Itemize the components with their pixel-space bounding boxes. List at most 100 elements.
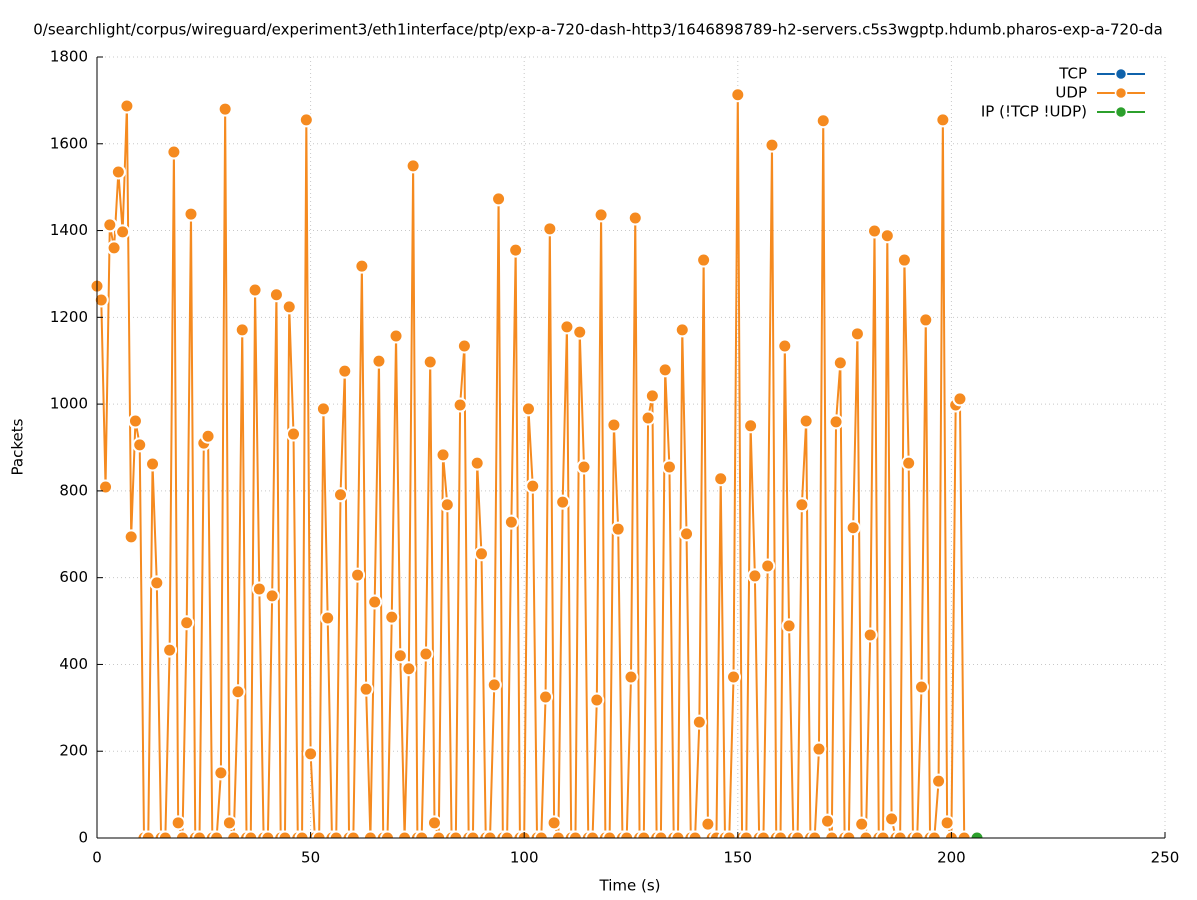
data-point bbox=[217, 101, 233, 117]
legend-label: TCP bbox=[1058, 65, 1087, 83]
data-point bbox=[559, 319, 575, 335]
data-point bbox=[636, 830, 652, 838]
data-point bbox=[773, 830, 789, 838]
data-point bbox=[777, 338, 793, 354]
data-point bbox=[358, 681, 374, 697]
data-point bbox=[858, 830, 874, 838]
data-point bbox=[901, 455, 917, 471]
data-point bbox=[140, 830, 156, 838]
data-point bbox=[414, 830, 430, 838]
y-tick-label: 1800 bbox=[50, 48, 88, 66]
data-point bbox=[234, 322, 250, 338]
data-point bbox=[824, 830, 840, 838]
data-point bbox=[102, 217, 118, 233]
data-point bbox=[486, 677, 502, 693]
x-tick-label: 200 bbox=[937, 849, 966, 867]
data-point bbox=[379, 830, 395, 838]
data-point bbox=[576, 459, 592, 475]
data-point bbox=[721, 830, 737, 838]
data-point bbox=[691, 714, 707, 730]
data-point bbox=[755, 830, 771, 838]
y-tick-label: 1600 bbox=[50, 134, 88, 152]
data-point bbox=[243, 830, 259, 838]
data-point bbox=[333, 487, 349, 503]
y-axis-label: Packets bbox=[9, 418, 27, 475]
data-point bbox=[145, 456, 161, 472]
data-point bbox=[670, 830, 686, 838]
data-point bbox=[315, 401, 331, 417]
data-point bbox=[110, 164, 126, 180]
data-point bbox=[123, 529, 139, 545]
data-point bbox=[828, 414, 844, 430]
data-point bbox=[832, 355, 848, 371]
data-point bbox=[230, 684, 246, 700]
data-point bbox=[192, 830, 208, 838]
data-point bbox=[251, 581, 267, 597]
data-point bbox=[879, 228, 895, 244]
data-point bbox=[542, 221, 558, 237]
data-point bbox=[183, 206, 199, 222]
data-point bbox=[405, 158, 421, 174]
data-point bbox=[875, 830, 891, 838]
data-point bbox=[311, 830, 327, 838]
data-point bbox=[884, 811, 900, 827]
data-point bbox=[435, 447, 451, 463]
data-point bbox=[397, 830, 413, 838]
data-point bbox=[909, 830, 925, 838]
x-tick-label: 0 bbox=[92, 849, 102, 867]
data-point bbox=[448, 830, 464, 838]
data-point bbox=[820, 813, 836, 829]
data-point bbox=[896, 252, 912, 268]
data-point bbox=[132, 437, 148, 453]
data-point bbox=[644, 388, 660, 404]
y-tick-label: 600 bbox=[59, 568, 88, 586]
data-point bbox=[209, 830, 225, 838]
data-point bbox=[179, 615, 195, 631]
data-point bbox=[426, 815, 442, 831]
data-point bbox=[503, 514, 519, 530]
x-tick-label: 250 bbox=[1151, 849, 1180, 867]
data-point bbox=[418, 646, 434, 662]
chart-title: 0/searchlight/corpus/wireguard/experimen… bbox=[33, 21, 1163, 39]
data-point bbox=[328, 830, 344, 838]
data-point bbox=[747, 568, 763, 584]
data-point bbox=[320, 610, 336, 626]
data-point bbox=[798, 413, 814, 429]
data-point bbox=[726, 669, 742, 685]
data-point bbox=[892, 830, 908, 838]
y-tick-label: 200 bbox=[59, 742, 88, 760]
data-point bbox=[794, 497, 810, 513]
x-tick-label: 50 bbox=[301, 849, 320, 867]
data-point bbox=[149, 575, 165, 591]
y-tick-label: 1400 bbox=[50, 221, 88, 239]
data-point bbox=[845, 520, 861, 536]
data-point bbox=[392, 648, 408, 664]
data-point bbox=[264, 588, 280, 604]
data-point bbox=[456, 338, 472, 354]
data-point bbox=[623, 669, 639, 685]
data-point bbox=[362, 830, 378, 838]
data-point bbox=[926, 830, 942, 838]
data-point bbox=[166, 144, 182, 160]
data-point bbox=[384, 609, 400, 625]
data-point bbox=[627, 210, 643, 226]
y-tick-label: 400 bbox=[59, 655, 88, 673]
data-point bbox=[931, 773, 947, 789]
data-point bbox=[422, 354, 438, 370]
data-point bbox=[294, 830, 310, 838]
data-point bbox=[567, 830, 583, 838]
data-point bbox=[679, 526, 695, 542]
data-point bbox=[610, 521, 626, 537]
x-axis-label: Time (s) bbox=[599, 877, 661, 895]
data-point bbox=[713, 471, 729, 487]
data-point bbox=[115, 224, 131, 240]
data-point bbox=[268, 287, 284, 303]
data-point bbox=[790, 830, 806, 838]
x-tick-label: 100 bbox=[510, 849, 539, 867]
data-point bbox=[572, 324, 588, 340]
data-point bbox=[854, 816, 870, 832]
data-point bbox=[657, 362, 673, 378]
data-point bbox=[439, 497, 455, 513]
data-point bbox=[640, 410, 656, 426]
